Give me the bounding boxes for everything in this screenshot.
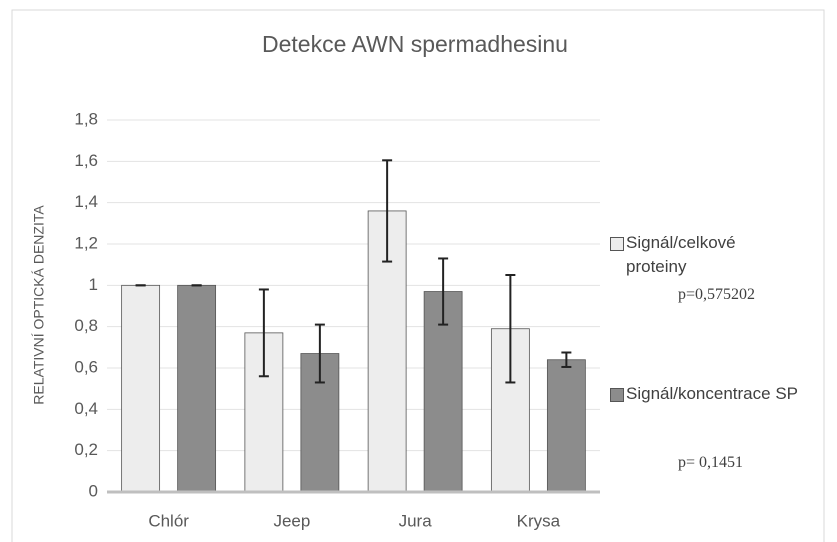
chart-frame [11,9,825,542]
annotation: p=0,575202 [678,286,756,303]
x-tick-label: Krysa [517,511,561,530]
chart-title: Detekce AWN spermadhesinu [262,31,568,57]
legend-swatch [610,237,624,251]
x-tick-label: Chlór [148,511,189,530]
annotation: p= 0,1451 [678,454,744,471]
error-bar [561,351,572,368]
x-tick-label: Jeep [273,511,310,530]
y-tick-label: 0,6 [74,357,98,376]
error-bar [314,323,325,384]
legend-swatch [610,388,624,402]
bar [121,284,161,493]
y-tick-label: 0 [89,481,98,500]
error-bar [382,159,393,263]
error-bar [505,274,516,384]
y-tick-label: 1,4 [74,192,98,211]
y-tick-label: 1 [89,275,98,294]
y-tick-label: 1,8 [74,109,98,128]
legend-label: Signál/celkové proteiny [626,233,736,276]
error-bar [258,288,269,378]
y-axis-label: RELATIVNÍ OPTICKÁ DENZITA [31,205,47,405]
y-tick-label: 1,6 [74,151,98,170]
error-bar [438,257,449,326]
y-tick-label: 0,4 [74,399,98,418]
bar [546,359,586,493]
y-tick-label: 0,2 [74,440,98,459]
x-tick-label: Jura [399,511,433,530]
legend-label: Signál/koncentrace SP [626,384,798,403]
bar [177,284,217,493]
y-tick-label: 0,8 [74,316,98,335]
y-tick-label: 1,2 [74,233,98,252]
